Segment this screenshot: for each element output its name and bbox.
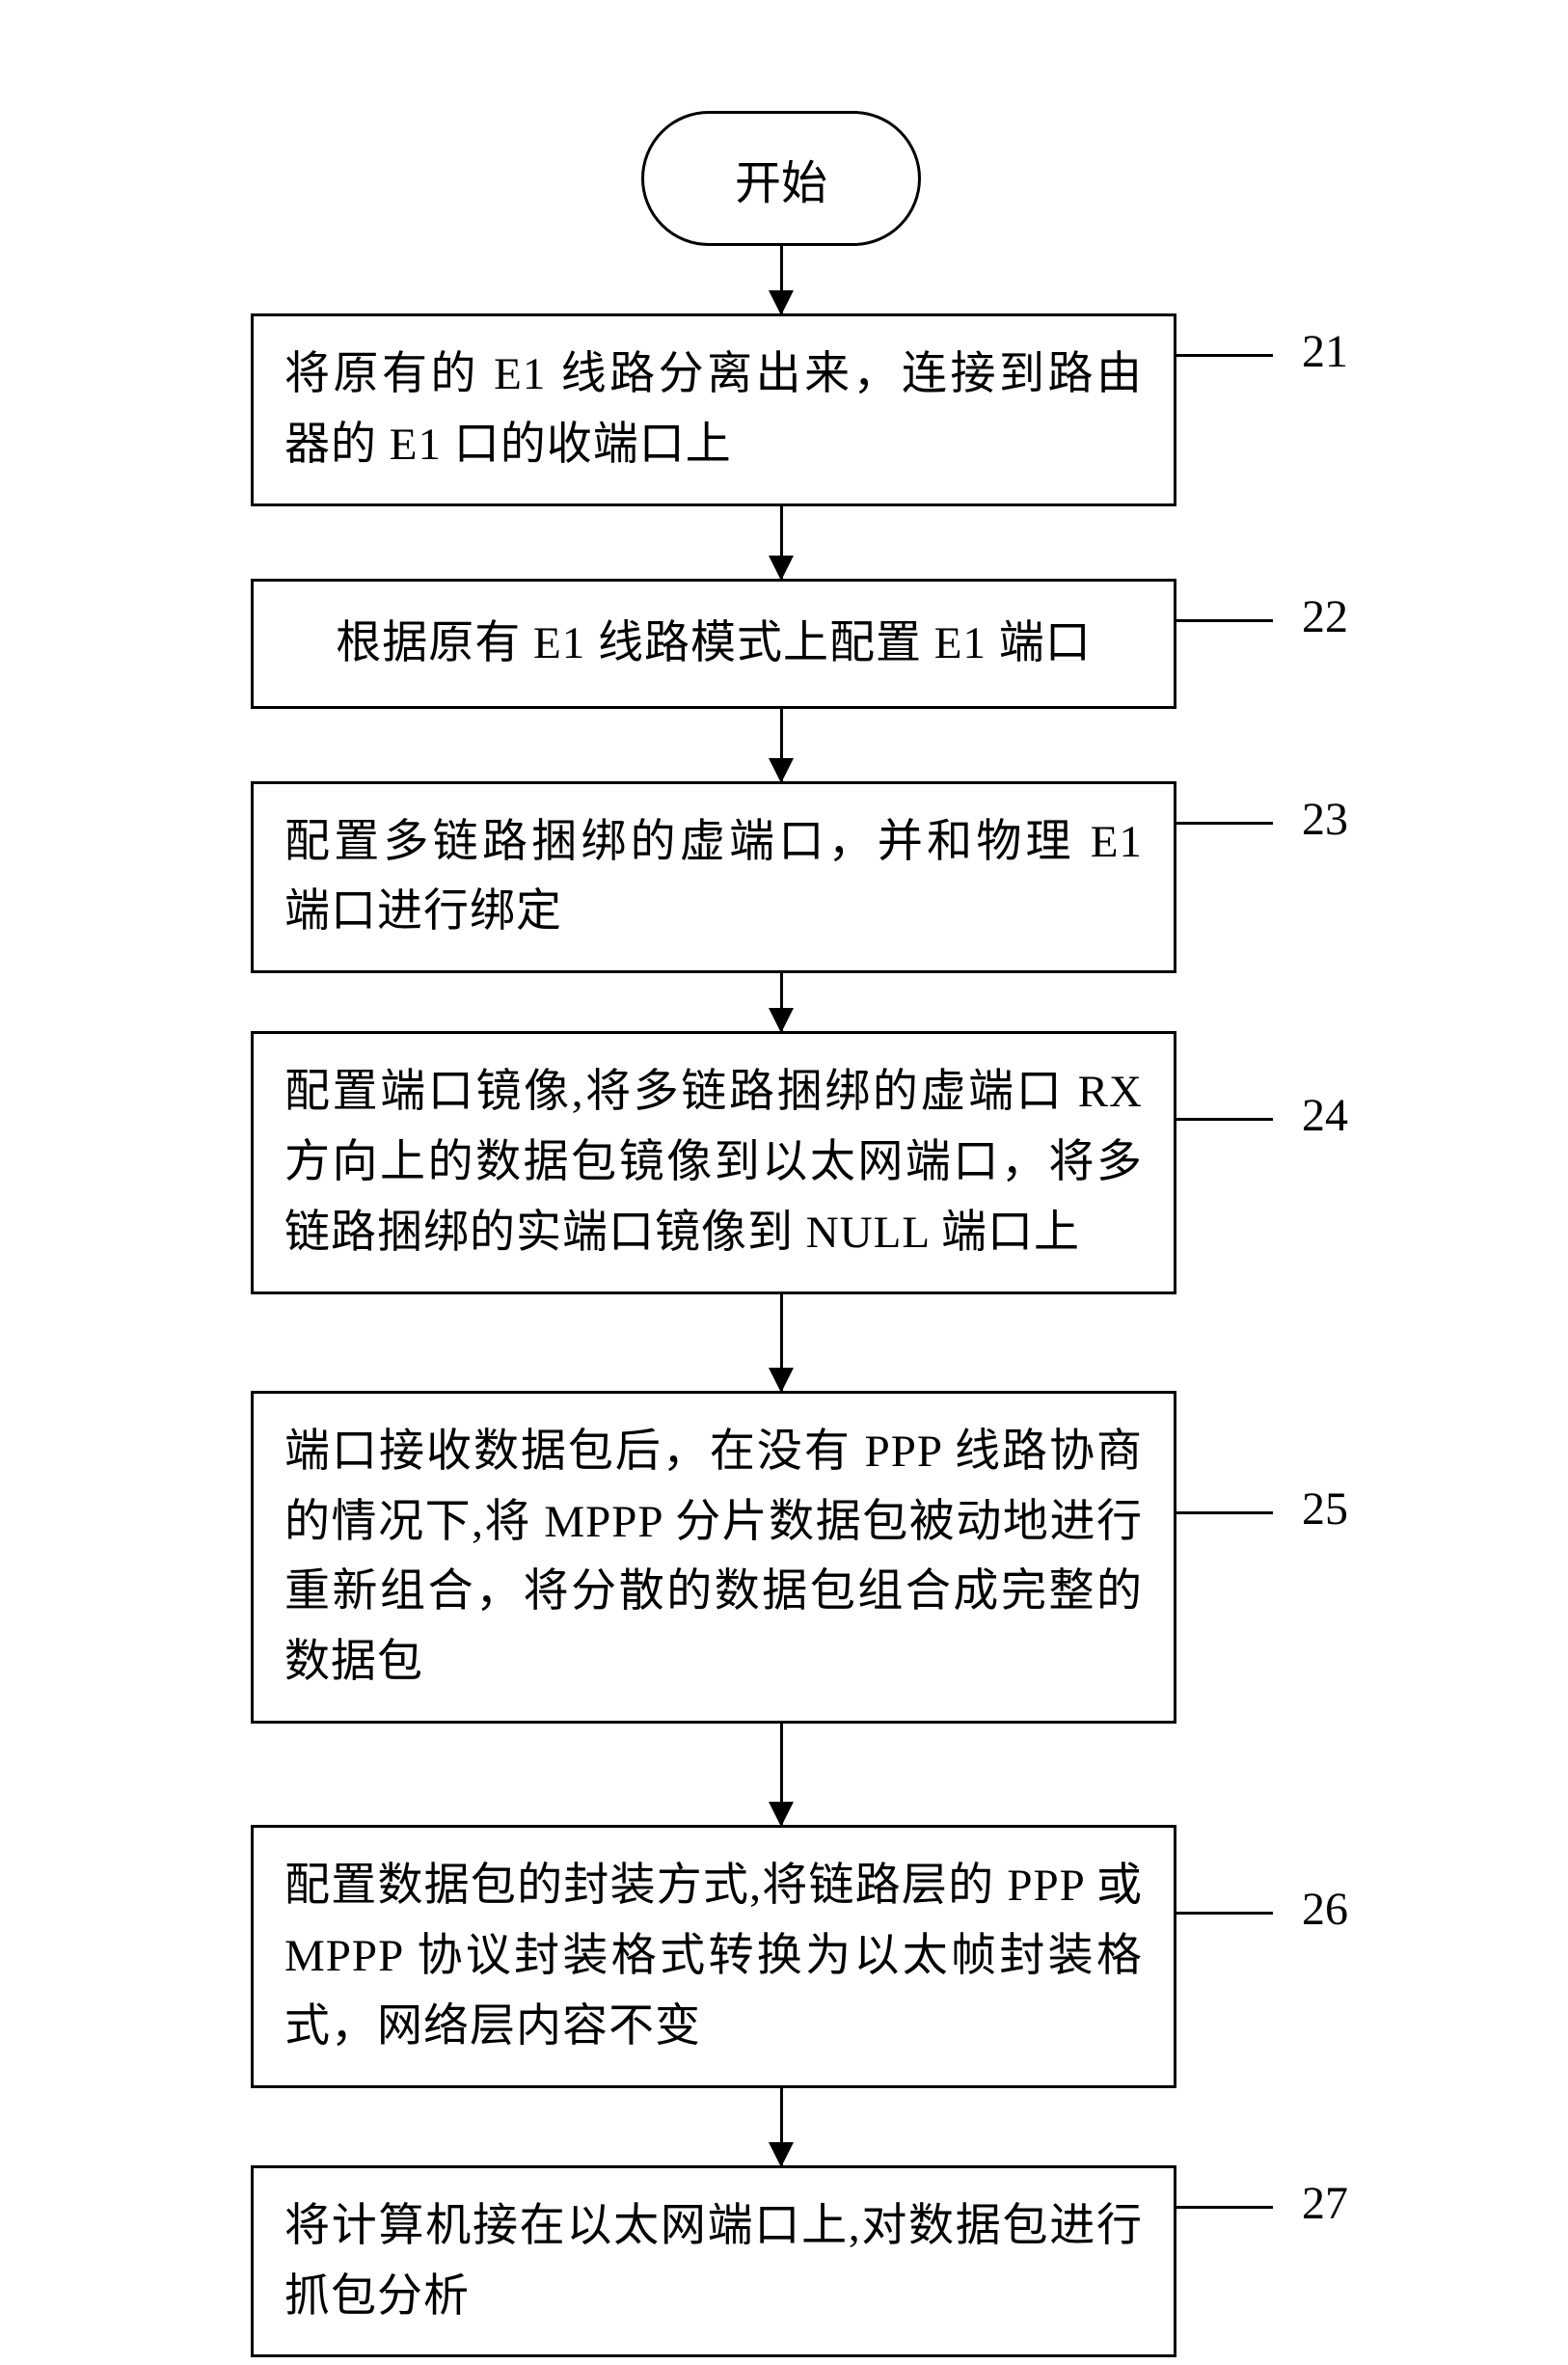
process-text: 将计算机接在以太网端口上,对数据包进行抓包分析 xyxy=(284,2201,1143,2322)
label-connector xyxy=(1176,822,1273,825)
process-box-21: 将原有的 E1 线路分离出来，连接到路由器的 E1 口的收端口上 xyxy=(251,313,1176,506)
arrow xyxy=(780,1294,783,1391)
process-box-26: 配置数据包的封装方式,将链路层的 PPP 或 MPPP 协议封装格式转换为以太帧… xyxy=(251,1825,1176,2088)
step-wrapper: 配置端口镜像,将多链路捆绑的虚端口 RX 方向上的数据包镜像到以太网端口，将多链… xyxy=(251,1031,1311,1294)
process-text: 配置端口镜像,将多链路捆绑的虚端口 RX 方向上的数据包镜像到以太网端口，将多链… xyxy=(284,1067,1143,1258)
process-box-27: 将计算机接在以太网端口上,对数据包进行抓包分析 xyxy=(251,2165,1176,2358)
process-text: 端口接收数据包后，在没有 PPP 线路协商的情况下,将 MPPP 分片数据包被动… xyxy=(284,1427,1143,1688)
process-box-23: 配置多链路捆绑的虚端口，并和物理 E1 端口进行绑定 xyxy=(251,781,1176,974)
arrow-head-icon xyxy=(769,1368,794,1393)
step-label-22: 22 xyxy=(1302,590,1348,643)
process-box-24: 配置端口镜像,将多链路捆绑的虚端口 RX 方向上的数据包镜像到以太网端口，将多链… xyxy=(251,1031,1176,1294)
arrow-head-icon xyxy=(769,1802,794,1827)
step-wrapper: 将原有的 E1 线路分离出来，连接到路由器的 E1 口的收端口上 21 xyxy=(251,313,1311,506)
arrow-head-icon xyxy=(769,290,794,315)
step-label-26: 26 xyxy=(1302,1883,1348,1936)
arrow xyxy=(780,709,783,781)
process-text: 配置数据包的封装方式,将链路层的 PPP 或 MPPP 协议封装格式转换为以太帧… xyxy=(284,1861,1143,2052)
label-connector xyxy=(1176,1118,1273,1121)
step-wrapper: 端口接收数据包后，在没有 PPP 线路协商的情况下,将 MPPP 分片数据包被动… xyxy=(251,1391,1311,1724)
step-label-24: 24 xyxy=(1302,1089,1348,1142)
step-label-23: 23 xyxy=(1302,793,1348,846)
label-connector xyxy=(1176,354,1273,357)
step-wrapper: 配置数据包的封装方式,将链路层的 PPP 或 MPPP 协议封装格式转换为以太帧… xyxy=(251,1825,1311,2088)
start-label: 开始 xyxy=(735,145,827,212)
step-wrapper: 将计算机接在以太网端口上,对数据包进行抓包分析 27 xyxy=(251,2165,1311,2358)
arrow xyxy=(780,246,783,313)
process-box-22: 根据原有 E1 线路模式上配置 E1 端口 xyxy=(251,579,1176,709)
label-connector xyxy=(1176,619,1273,622)
process-text: 配置多链路捆绑的虚端口，并和物理 E1 端口进行绑定 xyxy=(284,817,1143,938)
arrow-head-icon xyxy=(769,2142,794,2167)
arrow-head-icon xyxy=(769,758,794,783)
start-node: 开始 xyxy=(641,111,921,246)
step-wrapper: 根据原有 E1 线路模式上配置 E1 端口 22 xyxy=(251,579,1311,709)
arrow-head-icon xyxy=(769,1008,794,1033)
flowchart-container: 开始 将原有的 E1 线路分离出来，连接到路由器的 E1 口的收端口上 21 根… xyxy=(251,111,1311,2357)
label-connector xyxy=(1176,2206,1273,2209)
process-box-25: 端口接收数据包后，在没有 PPP 线路协商的情况下,将 MPPP 分片数据包被动… xyxy=(251,1391,1176,1724)
process-text: 将原有的 E1 线路分离出来，连接到路由器的 E1 口的收端口上 xyxy=(284,349,1143,470)
step-label-27: 27 xyxy=(1302,2177,1348,2230)
arrow xyxy=(780,2088,783,2165)
step-wrapper: 配置多链路捆绑的虚端口，并和物理 E1 端口进行绑定 23 xyxy=(251,781,1311,974)
arrow-head-icon xyxy=(769,556,794,581)
step-label-25: 25 xyxy=(1302,1482,1348,1536)
arrow xyxy=(780,506,783,579)
arrow xyxy=(780,973,783,1031)
label-connector xyxy=(1176,1912,1273,1915)
step-label-21: 21 xyxy=(1302,325,1348,378)
process-text: 根据原有 E1 线路模式上配置 E1 端口 xyxy=(336,618,1091,668)
label-connector xyxy=(1176,1511,1273,1514)
arrow xyxy=(780,1724,783,1825)
